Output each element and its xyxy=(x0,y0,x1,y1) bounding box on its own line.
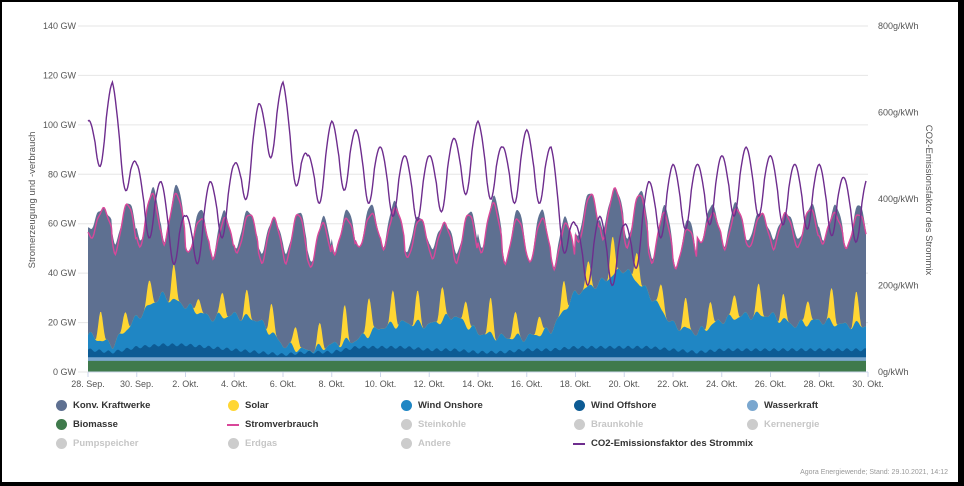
legend-item-stromverbrauch[interactable]: Stromverbrauch xyxy=(227,419,319,430)
legend-line-icon xyxy=(227,423,239,426)
x-tick-label: 14. Okt. xyxy=(462,379,494,389)
legend-label: Braunkohle xyxy=(591,419,644,430)
x-tick-label: 12. Okt. xyxy=(413,379,445,389)
x-tick-label: 28. Okt. xyxy=(803,379,835,389)
legend-item-pumpspeicher[interactable]: Pumpspeicher xyxy=(56,438,138,449)
line-co2-emissionsfaktor xyxy=(87,79,867,287)
legend-label: Konv. Kraftwerke xyxy=(73,400,151,411)
y-tick-label: 60 GW xyxy=(48,219,77,229)
y-tick-label: 40 GW xyxy=(48,268,77,278)
legend-label: Solar xyxy=(245,400,269,411)
legend-dot-icon xyxy=(228,438,239,449)
legend-item-braunkohle[interactable]: Braunkohle xyxy=(574,419,643,430)
x-tick-label: 18. Okt. xyxy=(560,379,592,389)
y2-tick-label: 400g/kWh xyxy=(878,194,919,204)
legend-dot-icon xyxy=(228,400,239,411)
y-tick-label: 120 GW xyxy=(43,70,77,80)
y2-axis-title: CO2-Emissionsfaktor des Strommix xyxy=(923,125,934,276)
y2-tick-label: 200g/kWh xyxy=(878,281,919,291)
legend-item-steinkohle[interactable]: Steinkohle xyxy=(401,419,466,430)
x-tick-label: 30. Sep. xyxy=(120,379,154,389)
legend-item-andere[interactable]: Andere xyxy=(401,438,451,449)
series-lines xyxy=(87,79,867,287)
legend-line-icon xyxy=(573,442,585,445)
y-axis-title: Stromerzeugung und -verbrauch xyxy=(27,132,38,269)
legend-label: Steinkohle xyxy=(418,419,467,430)
legend-label: CO2-Emissionsfaktor des Strommix xyxy=(591,438,754,449)
y2-tick-label: 0g/kWh xyxy=(878,367,909,377)
y-tick-label: 80 GW xyxy=(48,169,77,179)
legend-item-biomasse[interactable]: Biomasse xyxy=(56,419,118,430)
legend-dot-icon xyxy=(401,400,412,411)
legend-dot-icon xyxy=(401,419,412,430)
y-tick-label: 20 GW xyxy=(48,318,77,328)
area-biomasse xyxy=(88,360,866,372)
legend-dot-icon xyxy=(401,438,412,449)
y-axis-right: 0g/kWh 200g/kWh 400g/kWh 600g/kWh 800g/kWh xyxy=(878,21,919,377)
x-tick-label: 6. Okt. xyxy=(270,379,297,389)
legend-item-kernenergie[interactable]: Kernenergie xyxy=(747,419,819,430)
legend-label: Wind Offshore xyxy=(591,400,657,411)
chart-frame: 0 GW 20 GW 40 GW 60 GW 80 GW 100 GW 120 GW 140 … xyxy=(2,2,958,482)
legend-item-konv-kraftwerke[interactable]: Konv. Kraftwerke xyxy=(56,400,150,411)
legend-dot-icon xyxy=(56,419,67,430)
legend-label: Biomasse xyxy=(73,419,118,430)
area-wind-onshore xyxy=(88,268,866,372)
stacked-areas xyxy=(88,184,866,372)
legend-item-wasserkraft[interactable]: Wasserkraft xyxy=(747,400,818,411)
x-tick-label: 30. Okt. xyxy=(852,379,884,389)
legend-dot-icon xyxy=(574,419,585,430)
x-tick-label: 2. Okt. xyxy=(172,379,199,389)
y-tick-label: 100 GW xyxy=(43,120,77,130)
legend-label: Andere xyxy=(418,438,451,449)
x-tick-label: 4. Okt. xyxy=(221,379,248,389)
legend-label: Wasserkraft xyxy=(764,400,819,411)
legend-dot-icon xyxy=(747,400,758,411)
y-tick-label: 140 GW xyxy=(43,21,77,31)
legend-label: Stromverbrauch xyxy=(245,419,319,430)
legend-item-wind-offshore[interactable]: Wind Offshore xyxy=(574,400,656,411)
x-tick-label: 8. Okt. xyxy=(318,379,345,389)
y2-tick-label: 800g/kWh xyxy=(878,21,919,31)
legend-item-wind-onshore[interactable]: Wind Onshore xyxy=(401,400,483,411)
legend-dot-icon xyxy=(56,438,67,449)
x-tick-label: 26. Okt. xyxy=(755,379,787,389)
x-axis: 28. Sep. 30. Sep. 2. Okt. 4. Okt. 6. Okt. 8. … xyxy=(71,371,884,389)
legend-label: Kernenergie xyxy=(764,419,820,430)
legend-label: Pumpspeicher xyxy=(73,438,139,449)
legend-item-erdgas[interactable]: Erdgas xyxy=(228,438,277,449)
x-tick-label: 16. Okt. xyxy=(511,379,543,389)
y2-tick-label: 600g/kWh xyxy=(878,108,919,118)
legend-dot-icon xyxy=(56,400,67,411)
x-tick-label: 22. Okt. xyxy=(657,379,689,389)
legend-item-co2-emissionsfaktor-des-strommix[interactable]: CO2-Emissionsfaktor des Strommix xyxy=(573,438,754,449)
legend-dot-icon xyxy=(747,419,758,430)
legend-label: Wind Onshore xyxy=(418,400,483,411)
legend-label: Erdgas xyxy=(245,438,278,449)
x-tick-label: 24. Okt. xyxy=(706,379,738,389)
x-tick-label: 20. Okt. xyxy=(608,379,640,389)
chart-svg: 0 GW 20 GW 40 GW 60 GW 80 GW 100 GW 120 GW 140 … xyxy=(27,21,934,389)
y-tick-label: 0 GW xyxy=(53,367,77,377)
y-axis-left: 0 GW 20 GW 40 GW 60 GW 80 GW 100 GW 120 GW 140 … xyxy=(43,21,77,377)
x-tick-label: 10. Okt. xyxy=(365,379,397,389)
credit-text: Agora Energiewende; Stand: 29.10.2021, 1… xyxy=(800,469,948,476)
legend-item-solar[interactable]: Solar xyxy=(228,400,269,411)
x-tick-label: 28. Sep. xyxy=(71,379,105,389)
legend-dot-icon xyxy=(574,400,585,411)
